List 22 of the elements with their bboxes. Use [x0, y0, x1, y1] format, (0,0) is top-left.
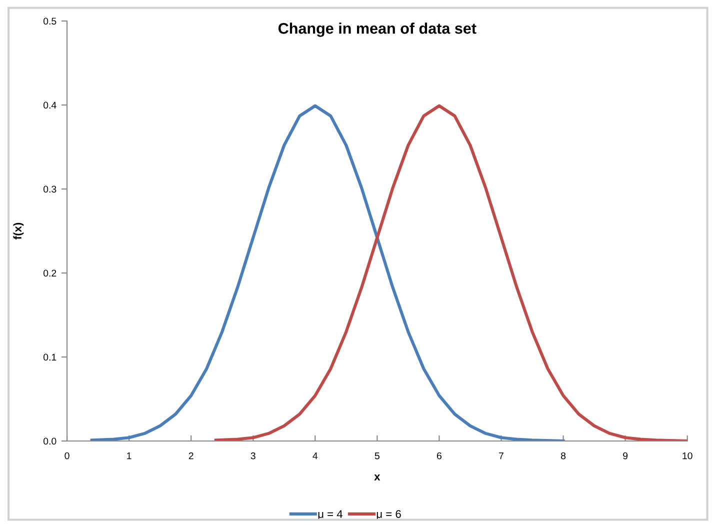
x-tick-label: 10: [682, 452, 692, 460]
x-tick-label: 2: [188, 452, 194, 460]
x-tick-label: 9: [623, 452, 628, 460]
x-axis-title: x: [374, 474, 380, 480]
line-series: [90, 104, 565, 441]
x-tick-label: 3: [250, 452, 256, 460]
x-tick-label: 1: [127, 452, 132, 460]
y-tick-label: 0.4: [43, 102, 56, 109]
chart-title: Change in mean of data set: [278, 22, 476, 37]
y-tick-label: 0.3: [43, 186, 56, 193]
x-tick-label: 8: [560, 452, 566, 460]
x-tick-label: 0: [64, 452, 70, 460]
y-tick-label: 0.0: [43, 438, 56, 445]
line-series: [214, 104, 688, 441]
x-tick-label: 6: [437, 452, 442, 460]
x-tick-label: 4: [312, 452, 318, 460]
y-tick-label: 0.2: [43, 270, 56, 277]
y-tick-label: 0.1: [43, 354, 56, 361]
x-tick-label: 7: [499, 452, 504, 460]
y-axis-title: f(x): [13, 222, 24, 240]
x-tick-label: 5: [374, 452, 380, 460]
y-tick-label: 0.5: [43, 18, 56, 25]
